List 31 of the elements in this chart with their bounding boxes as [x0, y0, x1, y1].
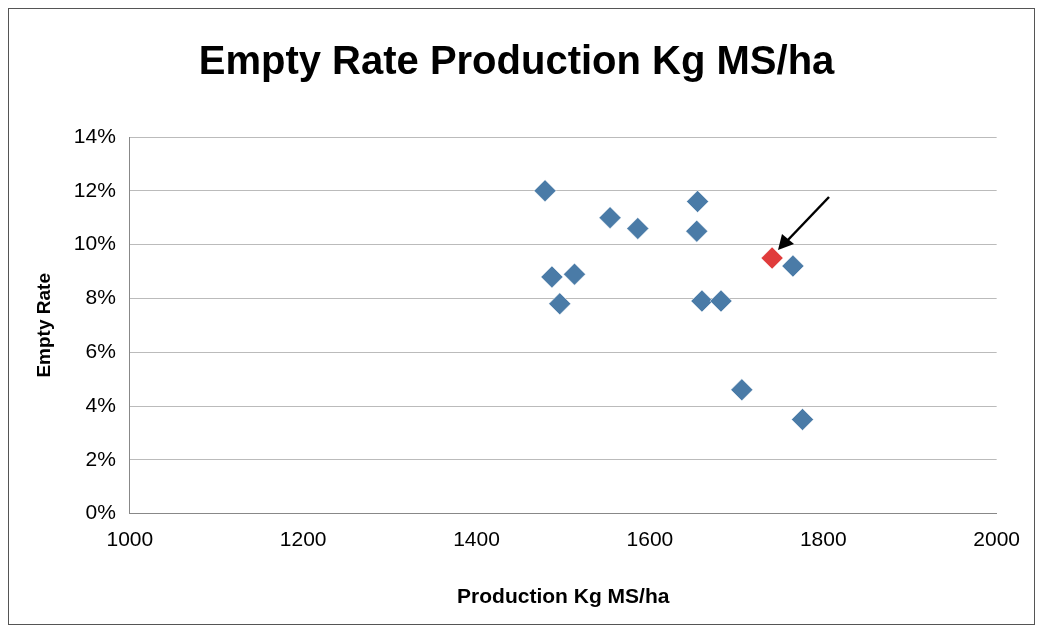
- x-tick-label: 1400: [453, 527, 500, 550]
- y-tick-label: 12%: [73, 177, 116, 201]
- point: [540, 265, 564, 289]
- y-tick-label: 4%: [85, 392, 116, 416]
- y-tick-label: 6%: [85, 339, 116, 362]
- y-tick-label: 2%: [85, 446, 116, 470]
- y-tick-label: 0%: [85, 500, 116, 524]
- point: [563, 262, 586, 286]
- x-tick-label: 1800: [799, 527, 847, 550]
- point: [598, 206, 622, 229]
- y-tick-label: 8%: [85, 285, 116, 309]
- point: [791, 408, 814, 431]
- y-axis-title: Empty Rate: [32, 273, 54, 378]
- point: [730, 378, 754, 402]
- x-tick-label: 1600: [626, 527, 674, 550]
- point: [690, 289, 714, 313]
- x-axis-title: Production Kg MS/ha: [457, 584, 670, 608]
- chart-title: Empty Rate Production Kg MS/ha: [198, 38, 836, 83]
- point: [533, 179, 557, 203]
- point: [626, 217, 650, 240]
- point: [709, 289, 733, 313]
- point: [781, 254, 805, 278]
- x-tick-label: 1000: [106, 527, 154, 550]
- point: [686, 190, 709, 213]
- x-tick-label: 1200: [279, 527, 327, 550]
- y-tick-label: 14%: [73, 123, 116, 147]
- point: [548, 292, 572, 316]
- x-tick-label: 2000: [973, 527, 1020, 550]
- point: [685, 219, 708, 243]
- point: [760, 246, 784, 270]
- y-tick-label: 10%: [73, 231, 116, 255]
